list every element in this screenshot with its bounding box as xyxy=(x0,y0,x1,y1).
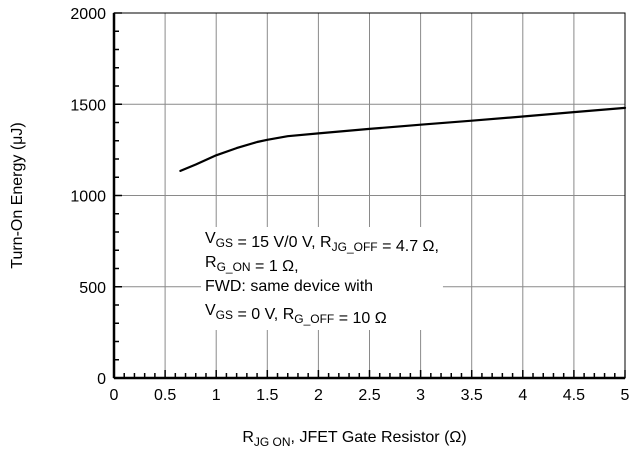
x-axis-label: RJG ON, JFET Gate Resistor (Ω) xyxy=(242,429,466,449)
y-tick-label: 1000 xyxy=(70,189,106,206)
x-tick-label: 0 xyxy=(110,387,119,404)
x-tick-label: 5 xyxy=(621,387,630,404)
annotation-line: VGS = 0 V, RG_OFF = 10 Ω xyxy=(205,302,387,327)
x-tick-label: 0.5 xyxy=(154,387,176,404)
x-tick-label: 4 xyxy=(518,387,527,404)
series-line-turn-on-energy xyxy=(179,106,627,172)
x-tick-label: 4.5 xyxy=(563,387,585,404)
y-tick-label: 0 xyxy=(97,371,106,388)
y-axis-label: Turn-On Energy (μJ) xyxy=(9,122,26,268)
x-tick-labels: 0 0.5 1 1.5 2 2.5 3 3.5 4 4.5 5 xyxy=(110,387,630,404)
y-tick-labels: 0 500 1000 1500 2000 xyxy=(70,6,106,388)
y-tick-label: 1500 xyxy=(70,97,106,114)
x-tick-label: 3.5 xyxy=(461,387,483,404)
annotation-background xyxy=(201,227,443,330)
x-tick-label: 2.5 xyxy=(358,387,380,404)
annotation-line: VGS = 15 V/0 V, RJG_OFF = 4.7 Ω, xyxy=(205,230,439,255)
y-tick-label: 2000 xyxy=(70,6,106,23)
x-tick-label: 2 xyxy=(314,387,323,404)
grid-lines xyxy=(114,13,625,378)
x-tick-label: 1 xyxy=(212,387,221,404)
x-tick-label: 1.5 xyxy=(256,387,278,404)
x-tick-label: 3 xyxy=(416,387,425,404)
y-tick-label: 500 xyxy=(79,280,106,297)
annotation-line: RG_ON = 1 Ω, xyxy=(205,254,299,275)
conditions-annotation: VGS = 15 V/0 V, RJG_OFF = 4.7 Ω,RG_ON = … xyxy=(205,230,439,327)
annotation-line: FWD: same device with xyxy=(205,278,373,295)
